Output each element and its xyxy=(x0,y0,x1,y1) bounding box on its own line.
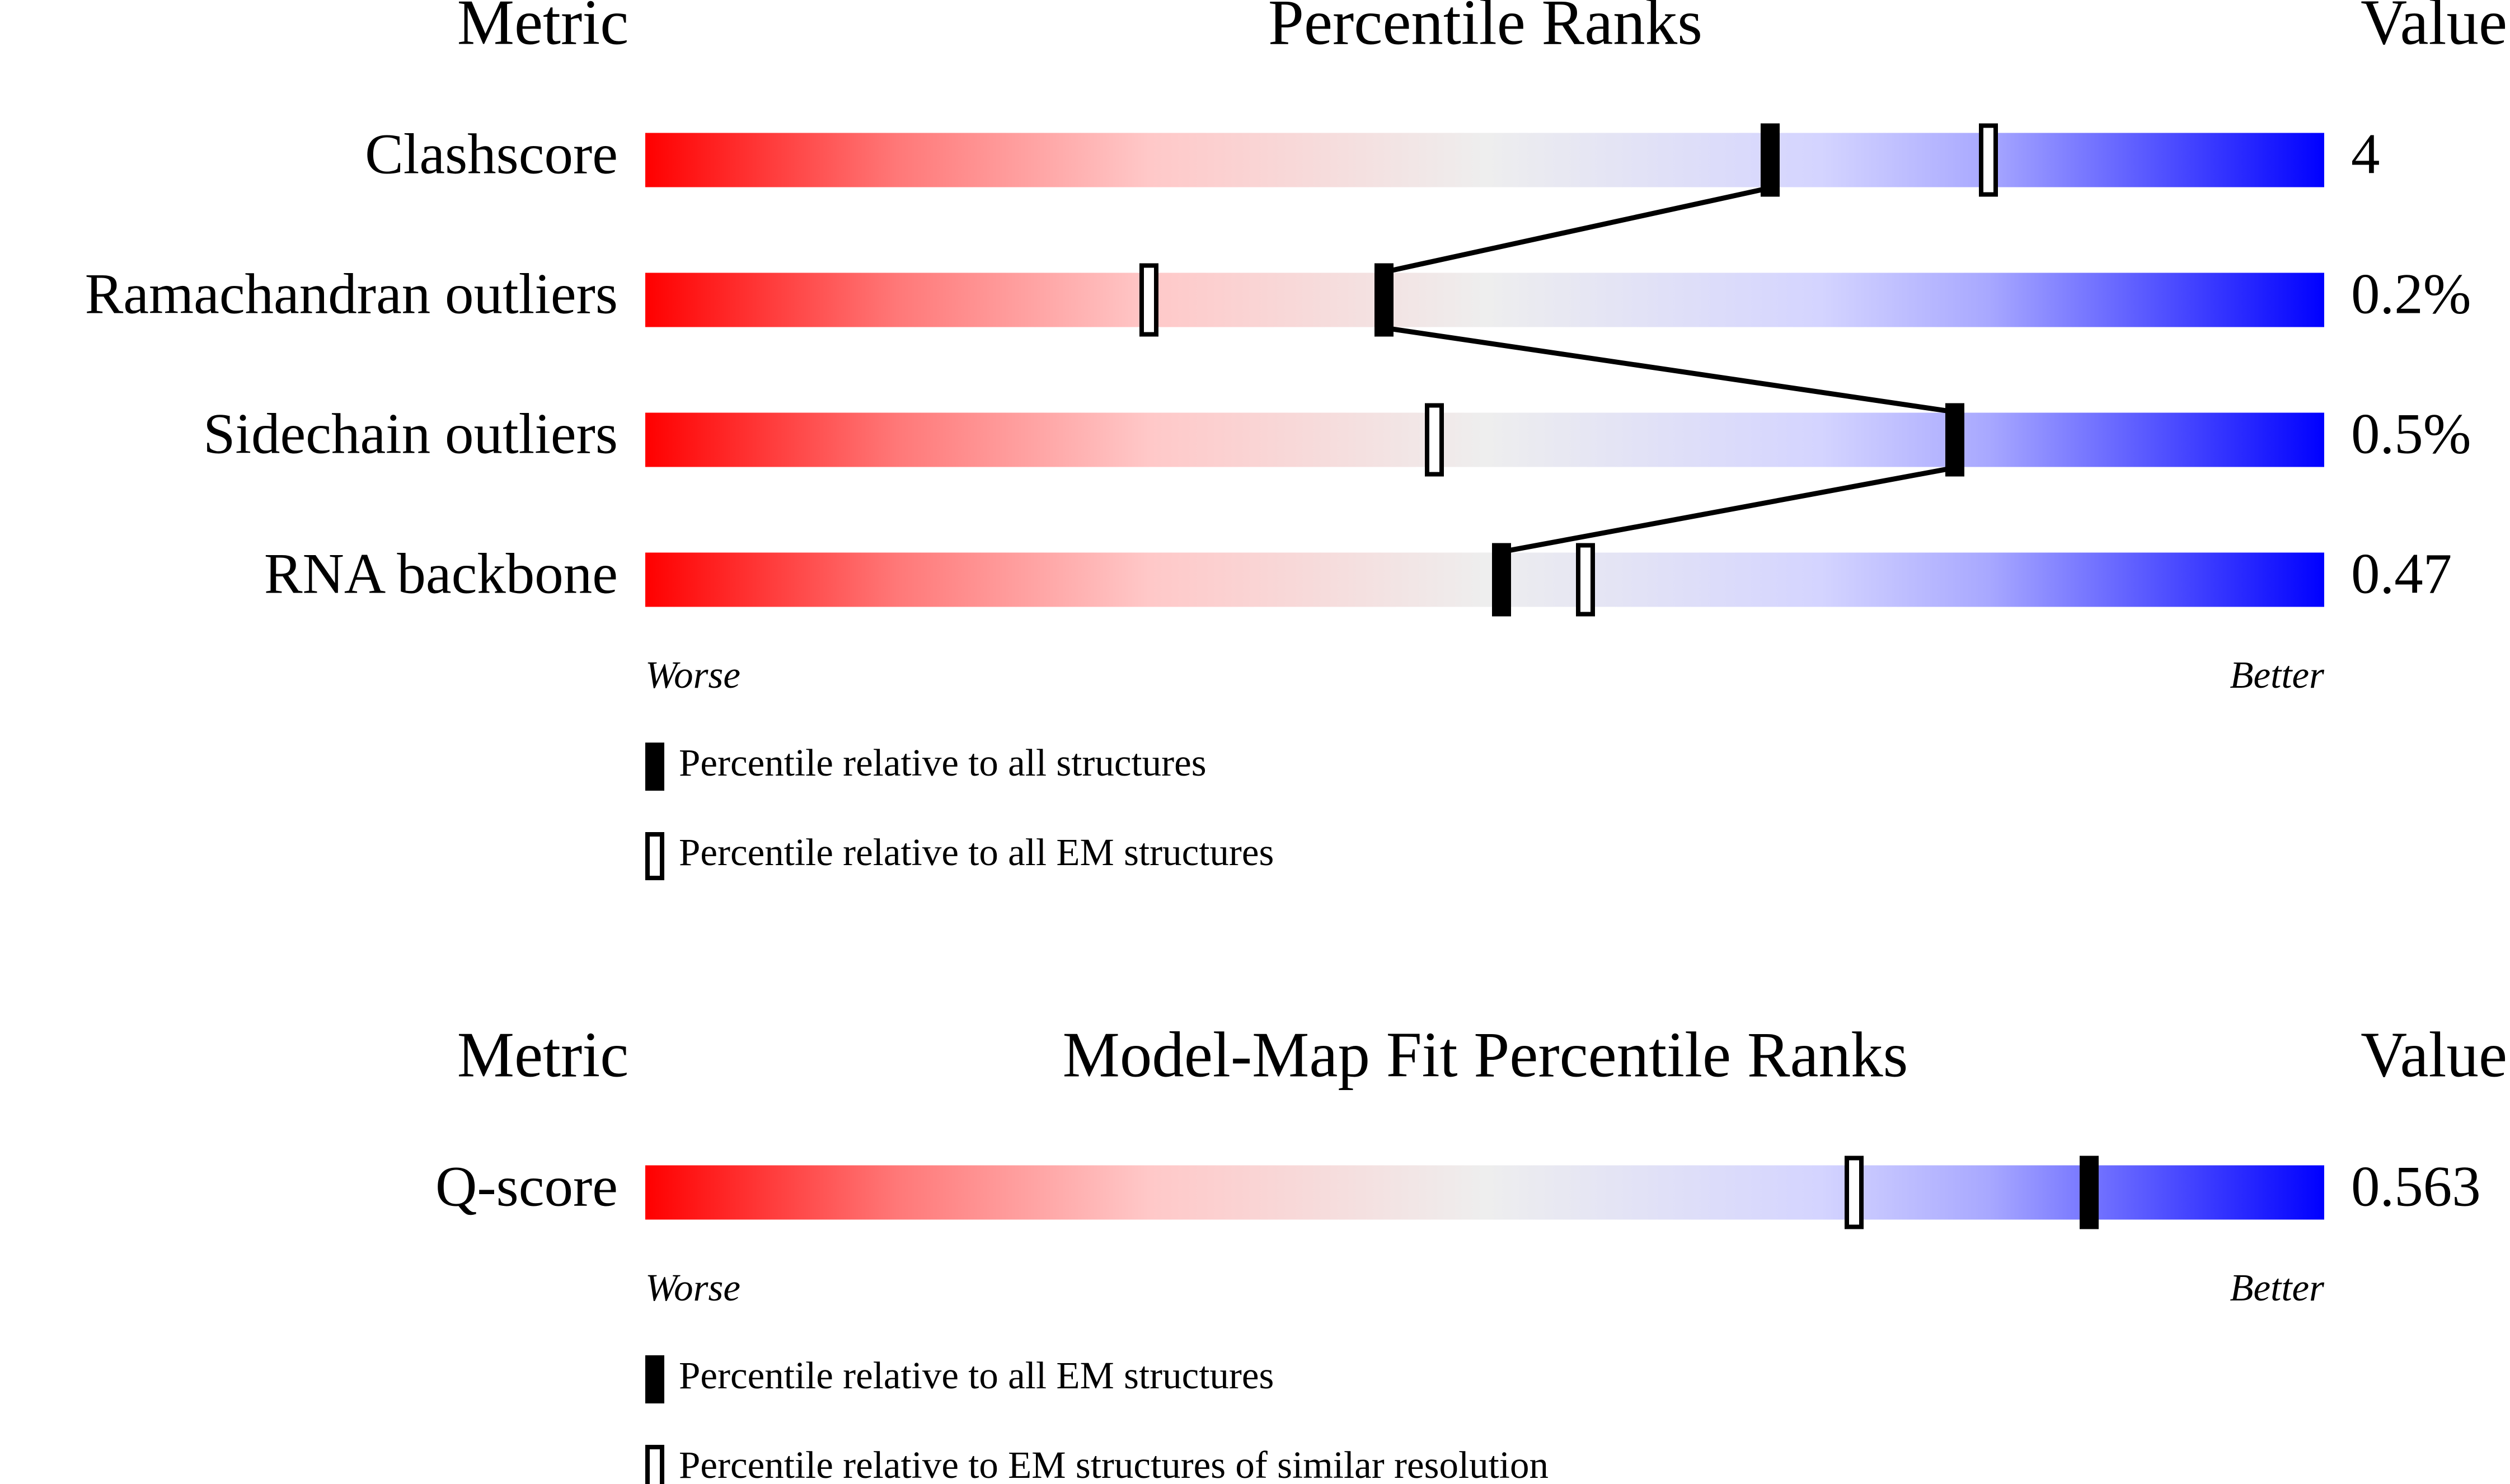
percentile-marker-hollow xyxy=(1979,123,1998,197)
legend-label: Percentile relative to EM structures of … xyxy=(679,1444,1549,1484)
panel-title: Percentile Ranks xyxy=(1268,0,1702,58)
percentile-bar xyxy=(645,1165,2324,1220)
metric-label: Q-score xyxy=(435,1155,618,1219)
better-label: Better xyxy=(2230,1266,2325,1309)
metric-label: Ramachandran outliers xyxy=(85,262,618,326)
legend-swatch xyxy=(645,743,664,791)
legend-swatch xyxy=(645,1445,664,1484)
percentile-marker-hollow xyxy=(1576,543,1595,617)
percentile-bar xyxy=(645,552,2324,607)
worse-label: Worse xyxy=(645,654,740,696)
metric-label: Sidechain outliers xyxy=(203,402,618,466)
value-header: Value xyxy=(2361,0,2507,58)
percentile-marker-hollow xyxy=(1139,263,1158,337)
metric-label: RNA backbone xyxy=(264,542,618,606)
percentile-marker-hollow xyxy=(1845,1156,1864,1229)
percentile-bar xyxy=(645,412,2324,467)
legend-swatch xyxy=(645,832,664,880)
metric-value: 0.5% xyxy=(2351,402,2471,466)
percentile-marker-hollow xyxy=(1425,403,1444,477)
metric-value: 0.563 xyxy=(2351,1155,2481,1219)
metric-value: 0.47 xyxy=(2351,542,2452,606)
connector-line xyxy=(1501,465,1955,555)
metric-label: Clashscore xyxy=(365,123,618,186)
percentile-marker xyxy=(1761,123,1780,197)
legend-label: Percentile relative to all EM structures xyxy=(679,831,1274,874)
metric-value: 0.2% xyxy=(2351,262,2471,326)
percentile-bar xyxy=(645,133,2324,187)
panel-title: Model-Map Fit Percentile Ranks xyxy=(1063,1019,1908,1090)
percentile-marker xyxy=(1492,543,1511,617)
connector-line xyxy=(1383,325,1955,415)
percentile-marker xyxy=(1374,263,1394,337)
legend-label: Percentile relative to all EM structures xyxy=(679,1354,1274,1397)
connector-line xyxy=(1383,185,1771,275)
metric-value: 4 xyxy=(2351,123,2380,186)
percentile-marker xyxy=(2080,1156,2099,1229)
percentile-marker xyxy=(1945,403,1964,477)
legend-swatch xyxy=(645,1355,664,1403)
metric-header: Metric xyxy=(457,1019,629,1090)
better-label: Better xyxy=(2230,654,2325,696)
metric-header: Metric xyxy=(457,0,629,58)
value-header: Value xyxy=(2361,1019,2507,1090)
legend-label: Percentile relative to all structures xyxy=(679,741,1207,784)
worse-label: Worse xyxy=(645,1266,740,1309)
percentile-bar xyxy=(645,273,2324,327)
